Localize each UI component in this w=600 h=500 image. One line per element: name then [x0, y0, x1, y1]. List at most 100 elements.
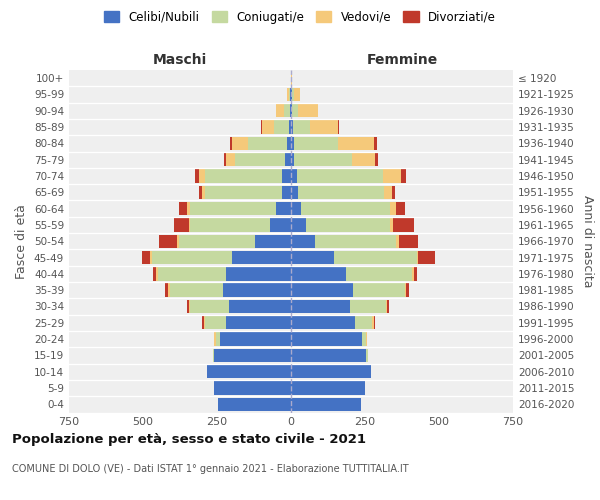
- Bar: [223, 284, 291, 297]
- Bar: [396, 234, 399, 248]
- Bar: [346, 267, 412, 280]
- Bar: [298, 186, 384, 199]
- Bar: [285, 153, 291, 166]
- Bar: [220, 332, 291, 346]
- Bar: [294, 136, 338, 150]
- Bar: [291, 284, 353, 297]
- Bar: [291, 170, 297, 182]
- Bar: [291, 104, 292, 118]
- Bar: [152, 251, 232, 264]
- Bar: [282, 170, 291, 182]
- Bar: [401, 170, 406, 182]
- Bar: [291, 186, 298, 199]
- Bar: [362, 332, 365, 346]
- Bar: [291, 218, 306, 232]
- Bar: [205, 316, 226, 330]
- Bar: [170, 284, 223, 297]
- Bar: [294, 88, 300, 101]
- Bar: [291, 300, 350, 313]
- Bar: [338, 136, 374, 150]
- Bar: [396, 202, 405, 215]
- Bar: [291, 202, 301, 215]
- Bar: [338, 120, 339, 134]
- Bar: [190, 218, 270, 232]
- Bar: [291, 316, 355, 330]
- Bar: [199, 170, 205, 182]
- Bar: [414, 267, 417, 280]
- Bar: [205, 170, 282, 182]
- Bar: [177, 234, 179, 248]
- Bar: [154, 267, 157, 280]
- Bar: [350, 300, 386, 313]
- Bar: [289, 88, 290, 101]
- Bar: [291, 382, 365, 394]
- Bar: [206, 365, 291, 378]
- Bar: [276, 202, 291, 215]
- Bar: [232, 136, 248, 150]
- Bar: [314, 234, 396, 248]
- Bar: [384, 186, 392, 199]
- Bar: [205, 186, 282, 199]
- Bar: [202, 186, 205, 199]
- Bar: [158, 267, 226, 280]
- Bar: [189, 218, 190, 232]
- Bar: [405, 284, 406, 297]
- Bar: [199, 186, 202, 199]
- Bar: [260, 120, 262, 134]
- Bar: [289, 120, 291, 134]
- Bar: [386, 300, 387, 313]
- Text: COMUNE DI DOLO (VE) - Dati ISTAT 1° gennaio 2021 - Elaborazione TUTTITALIA.IT: COMUNE DI DOLO (VE) - Dati ISTAT 1° genn…: [12, 464, 409, 474]
- Bar: [291, 398, 361, 411]
- Bar: [174, 218, 189, 232]
- Bar: [226, 316, 291, 330]
- Bar: [202, 316, 203, 330]
- Bar: [353, 284, 405, 297]
- Text: Femmine: Femmine: [367, 52, 437, 66]
- Bar: [373, 316, 374, 330]
- Bar: [387, 300, 389, 313]
- Bar: [374, 316, 376, 330]
- Bar: [287, 88, 289, 101]
- Bar: [390, 218, 393, 232]
- Bar: [203, 316, 205, 330]
- Bar: [218, 398, 291, 411]
- Bar: [291, 136, 294, 150]
- Bar: [294, 153, 352, 166]
- Bar: [226, 153, 235, 166]
- Bar: [262, 120, 274, 134]
- Bar: [226, 267, 291, 280]
- Bar: [352, 153, 376, 166]
- Bar: [229, 300, 291, 313]
- Bar: [291, 365, 371, 378]
- Bar: [393, 218, 414, 232]
- Bar: [214, 332, 215, 346]
- Bar: [291, 348, 367, 362]
- Bar: [291, 251, 334, 264]
- Bar: [406, 284, 409, 297]
- Bar: [374, 136, 377, 150]
- Bar: [151, 251, 152, 264]
- Bar: [292, 88, 294, 101]
- Bar: [310, 120, 338, 134]
- Bar: [274, 120, 289, 134]
- Bar: [392, 186, 395, 199]
- Bar: [334, 251, 417, 264]
- Bar: [179, 234, 256, 248]
- Bar: [290, 104, 291, 118]
- Text: Maschi: Maschi: [153, 52, 207, 66]
- Bar: [189, 300, 190, 313]
- Bar: [195, 170, 199, 182]
- Bar: [376, 153, 379, 166]
- Bar: [214, 348, 291, 362]
- Bar: [248, 136, 287, 150]
- Bar: [291, 332, 362, 346]
- Bar: [179, 202, 187, 215]
- Text: Popolazione per età, sesso e stato civile - 2021: Popolazione per età, sesso e stato civil…: [12, 432, 366, 446]
- Y-axis label: Fasce di età: Fasce di età: [16, 204, 28, 279]
- Bar: [232, 251, 291, 264]
- Bar: [399, 234, 418, 248]
- Bar: [215, 332, 220, 346]
- Bar: [292, 104, 298, 118]
- Bar: [412, 267, 414, 280]
- Bar: [365, 332, 367, 346]
